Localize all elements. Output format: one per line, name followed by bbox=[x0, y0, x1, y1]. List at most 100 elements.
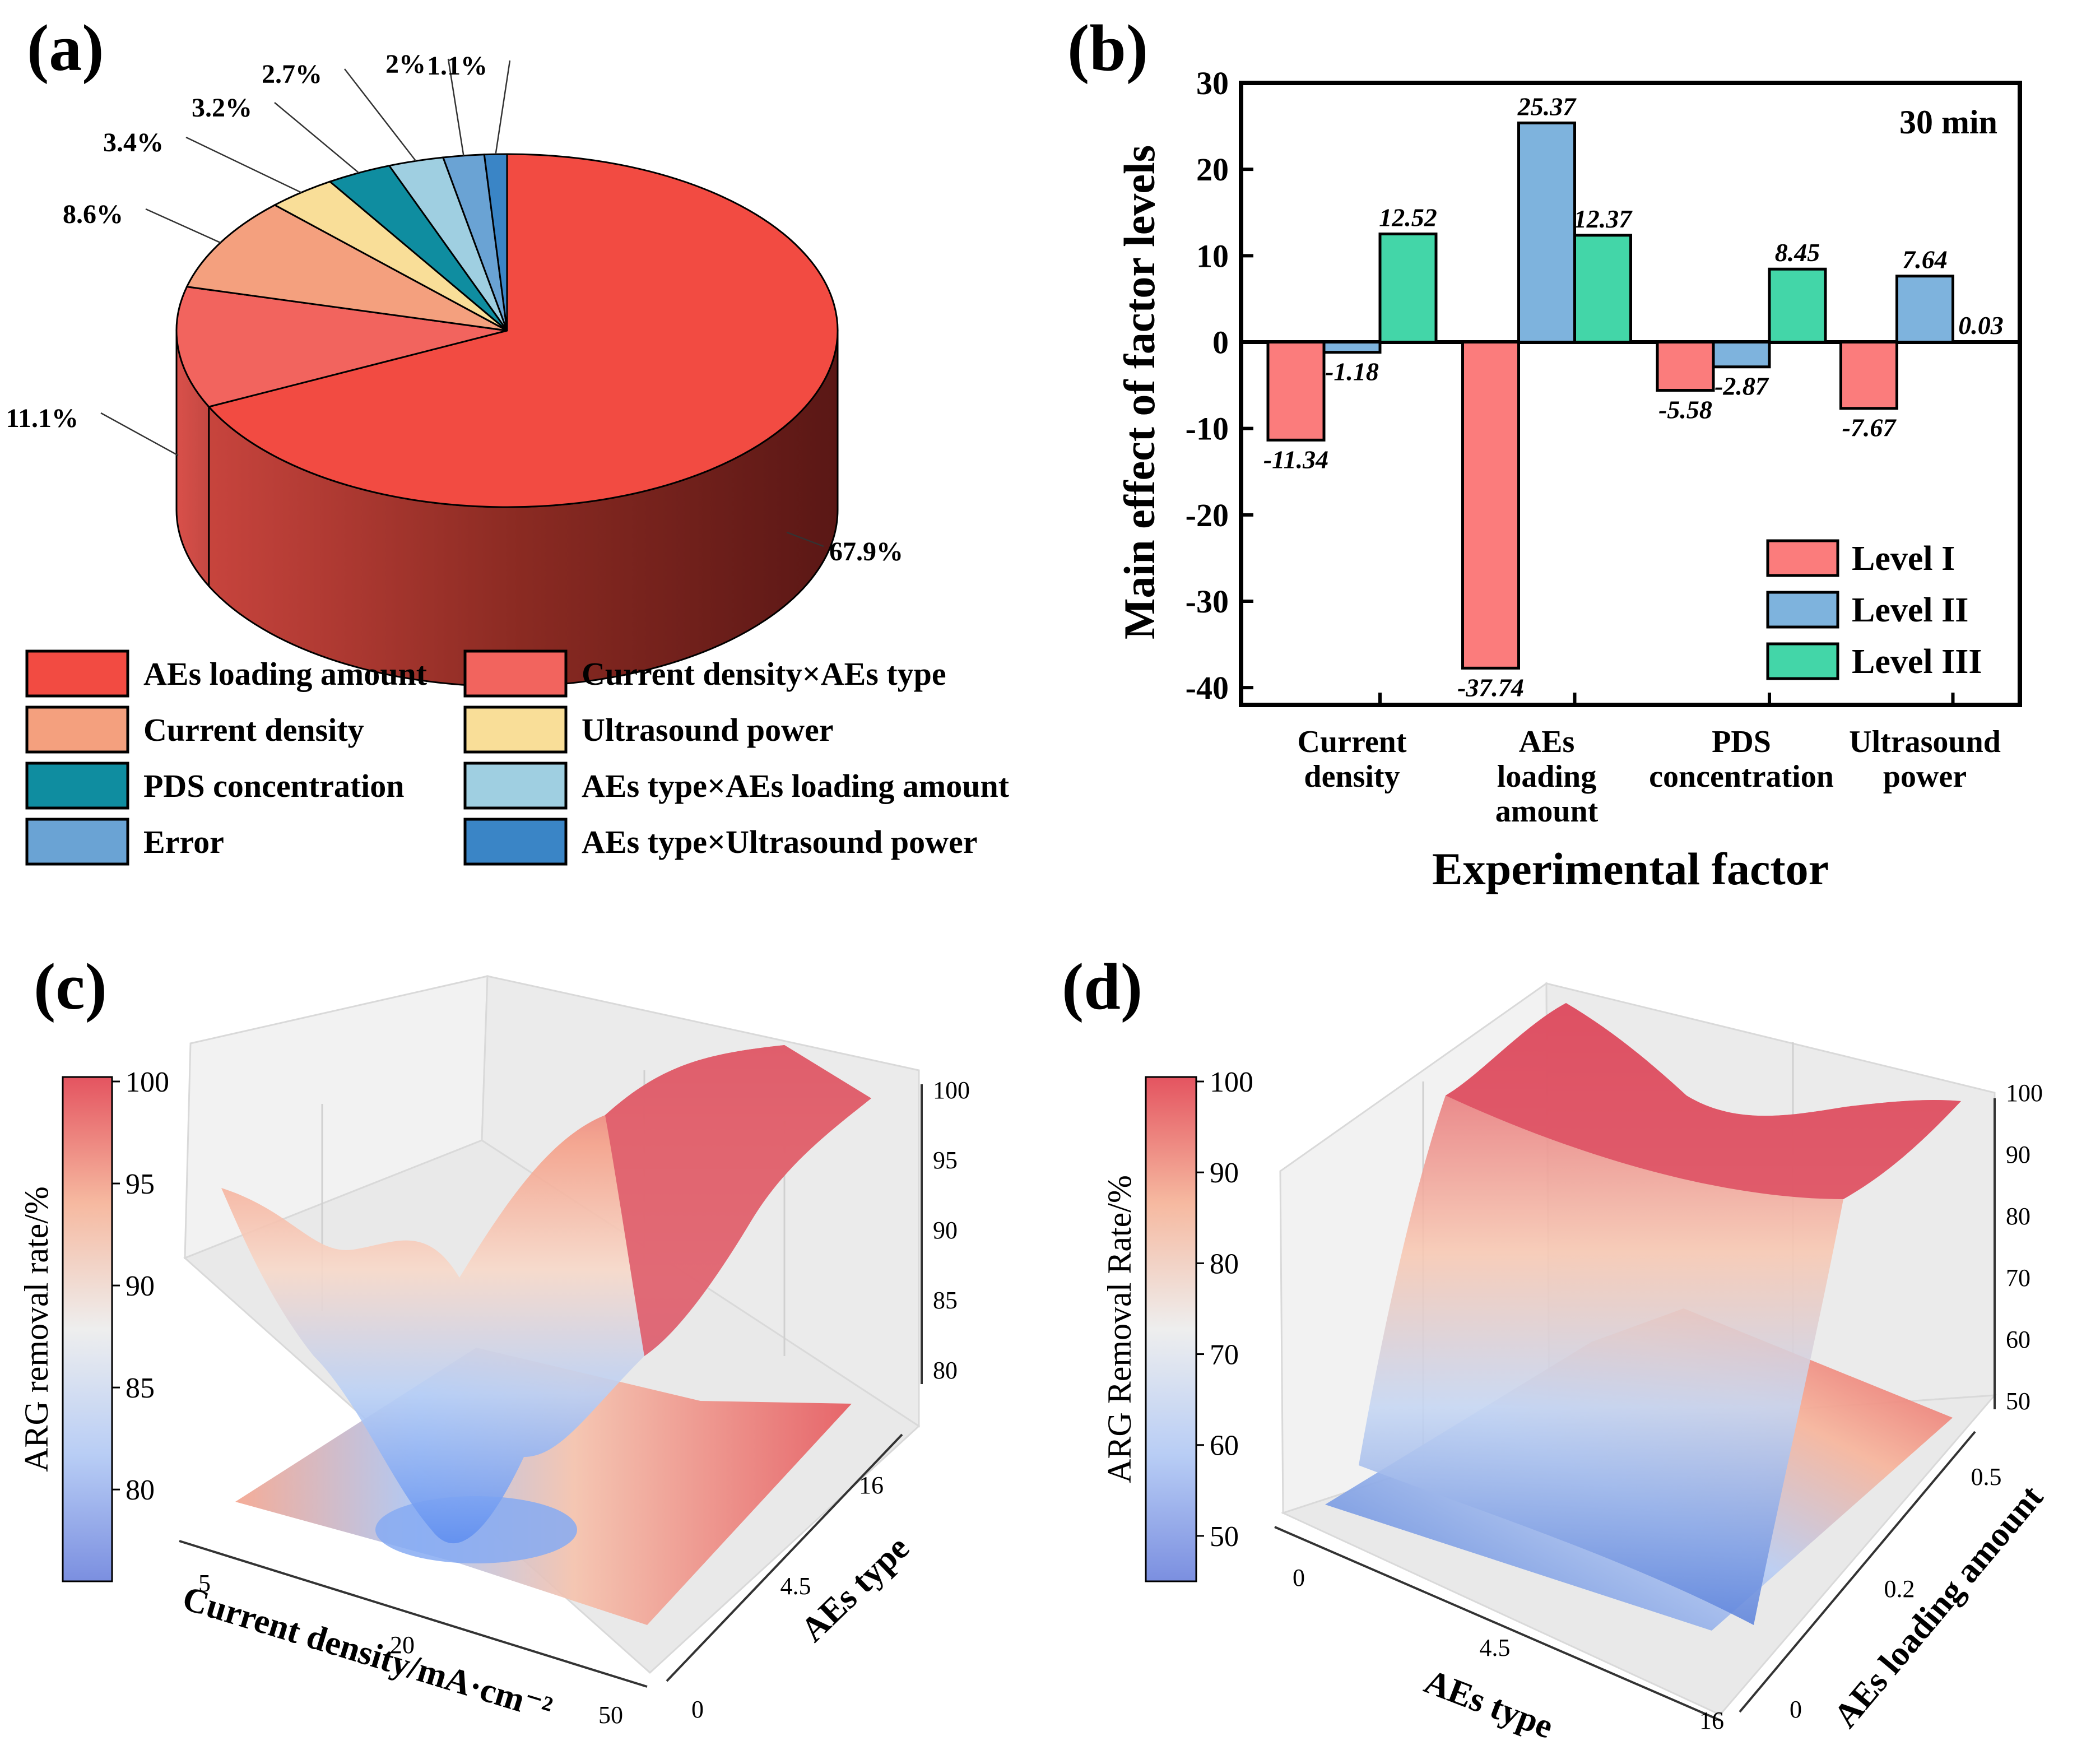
d-xtick-1: 4.5 bbox=[1480, 1634, 1511, 1661]
b-category-2-0: PDS bbox=[1712, 725, 1771, 759]
y-axis-d bbox=[1739, 1431, 1976, 1713]
bar-chart-b: -40 -30 -20 -10 0 10 20 30 -11.34 -1.18 12.52 -37.… bbox=[1115, 65, 2022, 894]
b-ylabel: Main effect of factor levels bbox=[1115, 145, 1164, 639]
b-category-1-0: AEs bbox=[1519, 725, 1575, 759]
c-ytick-0: 0 bbox=[691, 1696, 704, 1723]
c-xtick-2: 50 bbox=[598, 1701, 623, 1729]
colorbar-c bbox=[62, 1076, 113, 1582]
b-value-1-0: -37.74 bbox=[1457, 673, 1524, 702]
b-value-2-1: -2.87 bbox=[1714, 372, 1769, 401]
b-bar-2-2 bbox=[1768, 267, 1827, 343]
d-xtick-0: 0 bbox=[1293, 1564, 1305, 1591]
d-ztick-1: 60 bbox=[2006, 1326, 2030, 1353]
c-cbar-label-2: 90 bbox=[126, 1270, 155, 1302]
b-value-0-2: 12.52 bbox=[1379, 203, 1437, 231]
d-cbar-label-2: 70 bbox=[1210, 1339, 1239, 1371]
d-cbar-label-1: 60 bbox=[1210, 1430, 1239, 1462]
c-cbar-label-0: 80 bbox=[126, 1474, 155, 1506]
b-bar-1-1 bbox=[1517, 121, 1576, 343]
b-bar-1-2 bbox=[1573, 234, 1632, 343]
x-axis-c bbox=[179, 1540, 648, 1688]
panel-label-d: (d) bbox=[1062, 950, 1142, 1023]
b-bar-0-0 bbox=[1266, 341, 1326, 442]
y-axis-c bbox=[666, 1433, 903, 1682]
b-bar-0-1 bbox=[1322, 341, 1382, 354]
b-legend-swatch-1 bbox=[1766, 591, 1839, 629]
pie-label-1: 11.1% bbox=[6, 403, 78, 433]
panel-label-a: (a) bbox=[27, 11, 104, 85]
c-xtick-0: 5 bbox=[198, 1570, 211, 1597]
b-value-3-1: 7.64 bbox=[1902, 245, 1948, 274]
c-xtick-1: 20 bbox=[390, 1631, 415, 1659]
c-ytick-2: 16 bbox=[859, 1471, 884, 1499]
d-ztick-3: 80 bbox=[2006, 1203, 2030, 1230]
x-axis-d bbox=[1274, 1526, 1721, 1721]
b-value-0-0: -11.34 bbox=[1263, 445, 1328, 474]
b-value-1-2: 12.37 bbox=[1574, 205, 1633, 233]
legend-swatch-2 bbox=[25, 705, 129, 754]
legend-label-2: Current density bbox=[143, 712, 364, 748]
pie-leader-7 bbox=[495, 60, 511, 155]
b-bar-2-1 bbox=[1712, 341, 1771, 369]
legend-label-7: AEs type×Ultrasound power bbox=[582, 824, 978, 860]
d-ztick-2: 70 bbox=[2006, 1264, 2030, 1292]
pie-leader-0 bbox=[786, 531, 824, 547]
legend-label-0: AEs loading amount bbox=[143, 656, 428, 692]
b-legend-label-1: Level II bbox=[1852, 591, 1968, 629]
d-ztick-5: 100 bbox=[2006, 1079, 2043, 1107]
d-ztick-4: 90 bbox=[2006, 1141, 2030, 1168]
c-ztick-0: 80 bbox=[933, 1357, 958, 1384]
c-ytick-1: 4.5 bbox=[780, 1572, 811, 1600]
b-value-1-1: 25.37 bbox=[1517, 92, 1577, 120]
b-category-0-0: Current bbox=[1298, 725, 1407, 759]
d-cbar-label-0: 50 bbox=[1210, 1521, 1239, 1553]
b-yticklabel-3: -10 bbox=[1186, 411, 1229, 447]
b-bar-0-2 bbox=[1378, 232, 1438, 343]
d-ytick-1: 0.2 bbox=[1884, 1575, 1915, 1603]
pie-label-5: 2.7% bbox=[262, 59, 322, 89]
pie-label-7: 1.1% bbox=[427, 51, 487, 81]
pie-slice-1 bbox=[175, 286, 508, 408]
surface-plateau-c bbox=[605, 1045, 871, 1356]
annotation-30min: 30 min bbox=[1899, 104, 1997, 141]
pie-chart-a: 67.9% 11.1% 8.6% 3.4% 3.2% 2.7% 2% 1.1% bbox=[6, 49, 903, 688]
d-xlabel: AEs type bbox=[1419, 1663, 1558, 1746]
d-ytick-0: 0 bbox=[1790, 1696, 1802, 1723]
b-legend-label-2: Level III bbox=[1852, 643, 1982, 681]
pie-leader-4 bbox=[274, 102, 360, 174]
d-xtick-2: 16 bbox=[1699, 1707, 1724, 1734]
b-value-3-2: 0.03 bbox=[1958, 311, 2004, 340]
legend-swatch-1 bbox=[463, 649, 568, 698]
pie-leader-3 bbox=[185, 136, 302, 193]
legend-a: AEs loading amount Current density×AEs ty… bbox=[25, 649, 1010, 866]
pie-leader-2 bbox=[145, 208, 221, 244]
pie-label-3: 3.4% bbox=[103, 128, 164, 157]
b-yticklabel-6: 20 bbox=[1196, 151, 1229, 188]
legend-swatch-3 bbox=[463, 705, 568, 754]
pie-label-6: 2% bbox=[385, 49, 426, 79]
c-ztick-4: 100 bbox=[933, 1076, 970, 1104]
legend-b: Level I Level II Level III bbox=[1766, 539, 1982, 681]
b-yticklabel-1: -30 bbox=[1186, 583, 1229, 620]
b-value-2-2: 8.45 bbox=[1775, 238, 1820, 267]
b-yticklabel-2: -20 bbox=[1186, 497, 1229, 533]
b-category-3-1: power bbox=[1883, 759, 1967, 794]
legend-swatch-6 bbox=[25, 818, 129, 866]
b-category-2-1: concentration bbox=[1649, 759, 1834, 794]
surface-plot-c: 5 20 50 0 4.5 16 80 85 90 95 100 Current density/m… bbox=[18, 975, 970, 1729]
b-value-3-0: -7.67 bbox=[1842, 414, 1897, 442]
c-cbar-label-1: 85 bbox=[126, 1372, 155, 1404]
b-yticklabel-0: -40 bbox=[1186, 670, 1229, 706]
b-yticklabel-7: 30 bbox=[1196, 65, 1229, 101]
pie-slice-2 bbox=[185, 204, 508, 332]
legend-label-4: PDS concentration bbox=[143, 768, 405, 804]
b-bar-1-0 bbox=[1461, 341, 1520, 670]
colorbar-d bbox=[1145, 1076, 1197, 1582]
pie-leader-1 bbox=[100, 412, 179, 456]
b-legend-label-0: Level I bbox=[1852, 540, 1955, 578]
b-value-2-0: -5.58 bbox=[1658, 396, 1712, 424]
d-cbar-label-4: 90 bbox=[1210, 1157, 1239, 1189]
pie-slice-0 bbox=[207, 153, 839, 508]
legend-swatch-4 bbox=[25, 762, 129, 810]
c-ztick-3: 95 bbox=[933, 1146, 958, 1174]
